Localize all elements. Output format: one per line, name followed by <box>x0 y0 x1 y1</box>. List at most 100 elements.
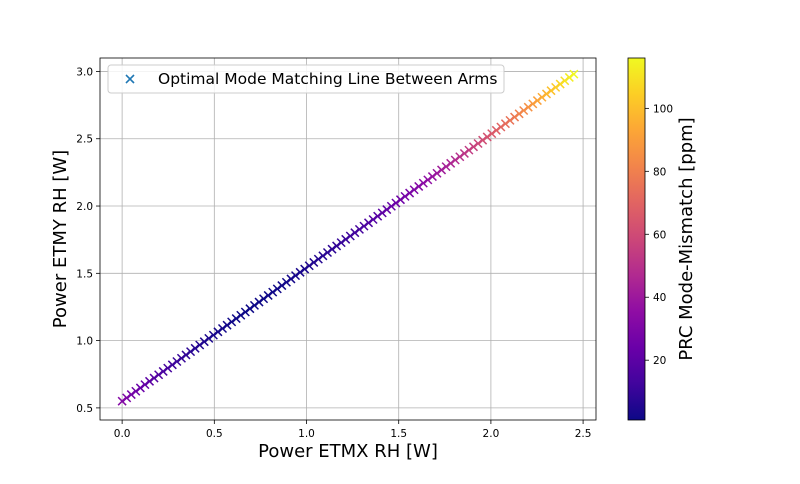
scatter-point <box>500 119 510 129</box>
scatter-point <box>487 129 497 139</box>
x-tick-label: 0.5 <box>206 428 223 440</box>
scatter-point <box>313 254 323 264</box>
plot-frame <box>99 57 597 421</box>
colorbar-tick-label: 40 <box>653 292 666 304</box>
scatter-point <box>569 69 579 79</box>
scatter-point <box>359 221 369 231</box>
scatter-point <box>473 138 483 149</box>
scatter-point <box>532 96 542 106</box>
scatter-point <box>446 158 456 168</box>
scatter-point <box>149 373 159 383</box>
scatter-point <box>272 284 282 294</box>
y-tick-label: 1.5 <box>76 268 93 280</box>
legend-marker-x-icon <box>125 74 135 84</box>
scatter-point <box>195 340 205 350</box>
scatter-point <box>468 142 479 152</box>
legend-box <box>107 64 505 94</box>
scatter-point <box>318 251 328 261</box>
scatter-point <box>135 383 145 393</box>
scatter-point <box>204 333 214 343</box>
scatter-point <box>464 145 474 155</box>
scatter-point <box>199 337 209 347</box>
y-tick-label: 2.5 <box>76 134 93 146</box>
scatter-point <box>122 393 132 403</box>
scatter-point <box>300 264 310 274</box>
scatter-point <box>158 366 168 376</box>
scatter-point <box>131 386 141 396</box>
scatter-point <box>409 185 419 195</box>
scatter-point <box>281 277 291 287</box>
scatter-point <box>455 152 465 162</box>
x-tick-label: 2.5 <box>575 428 592 440</box>
scatter-point <box>482 132 492 142</box>
scatter-point <box>519 105 529 116</box>
scatter-point <box>368 214 378 225</box>
scatter-point <box>541 89 552 99</box>
scatter-point <box>373 211 383 221</box>
scatter-point <box>222 320 232 330</box>
scatter-point <box>259 294 269 304</box>
scatter-point <box>523 102 533 112</box>
scatter-point <box>528 99 538 109</box>
scatter-point <box>309 257 319 267</box>
scatter-point <box>217 323 228 334</box>
scatter-point <box>163 363 173 373</box>
scatter-point <box>154 370 164 380</box>
scatter-point <box>286 274 296 284</box>
y-axis-ticks: 0.5 1.0 1.5 2.0 2.5 3.0 <box>76 66 100 415</box>
scatter-point <box>496 122 506 132</box>
scatter-point <box>268 287 278 297</box>
scatter-point <box>441 162 451 172</box>
scatter-point <box>391 198 401 208</box>
scatter-point <box>144 376 155 386</box>
colorbar-label: PRC Mode-Mismatch [ppm] <box>676 117 697 360</box>
scatter-point <box>423 175 433 185</box>
scatter-point <box>322 247 332 258</box>
scatter-point <box>478 135 488 145</box>
scatter-point <box>364 218 374 228</box>
scatter-point <box>176 353 186 363</box>
scatter-point <box>140 380 150 390</box>
scatter-point <box>263 290 273 300</box>
scatter-point <box>227 317 237 327</box>
x-tick-label: 0.0 <box>114 428 131 440</box>
y-axis-label: Power ETMY RH [W] <box>50 150 71 328</box>
scatter-point <box>295 267 305 277</box>
scatter-point <box>555 79 565 89</box>
scatter-point <box>277 281 287 291</box>
scatter-point <box>304 261 314 271</box>
scatter-point <box>254 297 264 307</box>
colorbar-tick-label: 80 <box>653 166 666 178</box>
y-tick-label: 3.0 <box>76 66 93 78</box>
scatter-point <box>240 307 250 317</box>
scatter-point <box>341 234 351 244</box>
scatter-point <box>514 109 524 119</box>
scatter-point <box>450 155 460 165</box>
x-tick-label: 2.0 <box>483 428 500 440</box>
y-tick-label: 1.0 <box>76 336 93 348</box>
scatter-point <box>546 86 556 96</box>
colorbar-tick-label: 60 <box>653 229 666 241</box>
colorbar-tick-label: 100 <box>653 103 673 115</box>
scatter-point <box>213 327 223 337</box>
scatter-point <box>537 92 547 102</box>
scatter-point <box>332 241 342 251</box>
scatter-point <box>126 390 136 400</box>
scatter-point <box>491 125 501 135</box>
scatter-point <box>386 201 396 211</box>
scatter-point <box>418 178 428 188</box>
legend: Optimal Mode Matching Line Between Arms <box>107 64 505 94</box>
scatter-point <box>560 76 570 86</box>
y-tick-label: 0.5 <box>76 403 93 415</box>
scatter-point <box>414 181 424 191</box>
scatter-point <box>245 304 255 314</box>
scatter-point <box>377 208 387 218</box>
scatter-point <box>510 112 520 122</box>
colorbar-ticks: 20 40 60 80 100 <box>645 103 673 367</box>
scatter-point <box>505 115 515 125</box>
scatter-point <box>327 244 337 254</box>
scatter-point <box>167 360 177 370</box>
y-tick-label: 2.0 <box>76 201 93 213</box>
scatter-point <box>181 350 191 360</box>
